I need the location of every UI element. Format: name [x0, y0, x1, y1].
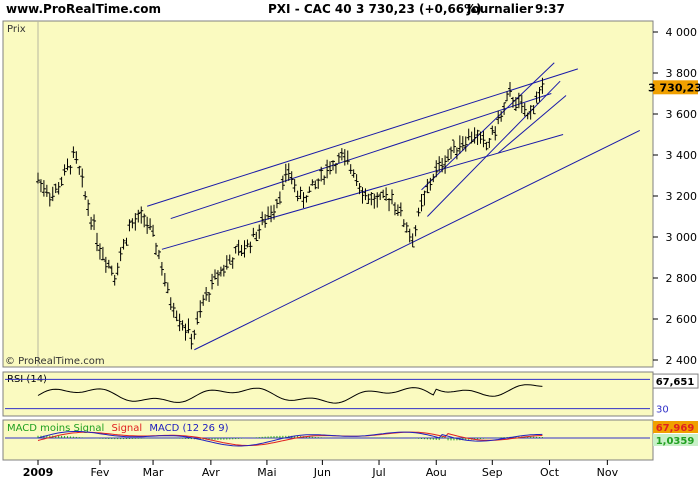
last-price-label: 3 730,23 — [648, 81, 700, 94]
period-label: Journalier — [467, 2, 534, 16]
time-tick-label: Fev — [90, 466, 109, 479]
macd-panel[interactable] — [2, 419, 654, 461]
trendline — [146, 68, 579, 207]
price-tick-label: 4 000 — [666, 26, 698, 39]
rsi-line — [37, 384, 543, 404]
trendline — [497, 95, 567, 154]
time-tick-label: Mar — [143, 466, 164, 479]
macd-title-histogram: MACD moins Signal — [7, 423, 104, 434]
price-panel-title: Prix — [7, 24, 26, 35]
time-tick-label: 2009 — [23, 466, 54, 479]
trendline — [421, 62, 555, 191]
trendline — [170, 93, 552, 220]
price-tick-label: 2 800 — [666, 272, 698, 285]
macd-signal-line — [37, 431, 543, 446]
price-tick-label: 2 400 — [666, 354, 698, 367]
time-tick-label: Jun — [313, 466, 331, 479]
macd-indicator: 67,969 1,0359 — [5, 421, 698, 447]
macd-title-signal: Signal — [111, 423, 142, 434]
site-name[interactable]: www.ProRealTime.com — [6, 2, 161, 16]
macd-zero-label: 1,0359 — [656, 436, 695, 447]
instrument-name: PXI - CAC 40 — [268, 2, 352, 16]
price-change: 3 730,23 (+0,66%) — [356, 2, 482, 16]
macd-title: MACD moins Signal Signal MACD (12 26 9) — [7, 423, 229, 434]
watermark: © ProRealTime.com — [5, 356, 105, 367]
time-tick-label: Avr — [202, 466, 220, 479]
rsi-level-label: 30 — [656, 405, 669, 416]
last-price-marker: 3 730,23 — [648, 80, 700, 95]
price-tick-label: 3 200 — [666, 190, 698, 203]
time-tick-label: Aou — [426, 466, 447, 479]
clock-time: 9:37 — [535, 2, 565, 16]
rsi-panel[interactable] — [2, 371, 654, 417]
price-tick-label: 3 600 — [666, 108, 698, 121]
time-tick-label: Oct — [540, 466, 560, 479]
rsi-last-badge — [652, 373, 699, 389]
time-tick-label: Sep — [482, 466, 503, 479]
time-tick-label: Mai — [257, 466, 276, 479]
macd-zero-badge — [653, 434, 698, 446]
time-axis: 2009 Fev Mar Avr Mai Jun Jul Aou Sep Oct Nov — [23, 460, 619, 479]
price-axis: 4 000 3 800 3 600 3 400 3 200 3 000 2 800 2 600… — [653, 26, 697, 367]
trendline — [194, 129, 641, 351]
price-panel[interactable] — [2, 20, 654, 368]
macd-title-macd: MACD (12 26 9) — [149, 423, 228, 434]
price-tick-label: 2 600 — [666, 313, 698, 326]
price-tick-label: 3 800 — [666, 67, 698, 80]
macd-last-label: 67,969 — [656, 423, 695, 434]
rsi-last-label: 67,651 — [656, 377, 695, 388]
price-tick-label: 3 000 — [666, 231, 698, 244]
price-tick-label: 3 400 — [666, 149, 698, 162]
last-price-badge — [653, 80, 698, 95]
macd-last-badge — [653, 421, 698, 433]
rsi-indicator: 703067,651 — [5, 373, 699, 416]
macd-line — [37, 430, 543, 447]
time-tick-label: Nov — [597, 466, 619, 479]
price-bars — [36, 77, 545, 350]
time-tick-label: Jul — [371, 466, 385, 479]
